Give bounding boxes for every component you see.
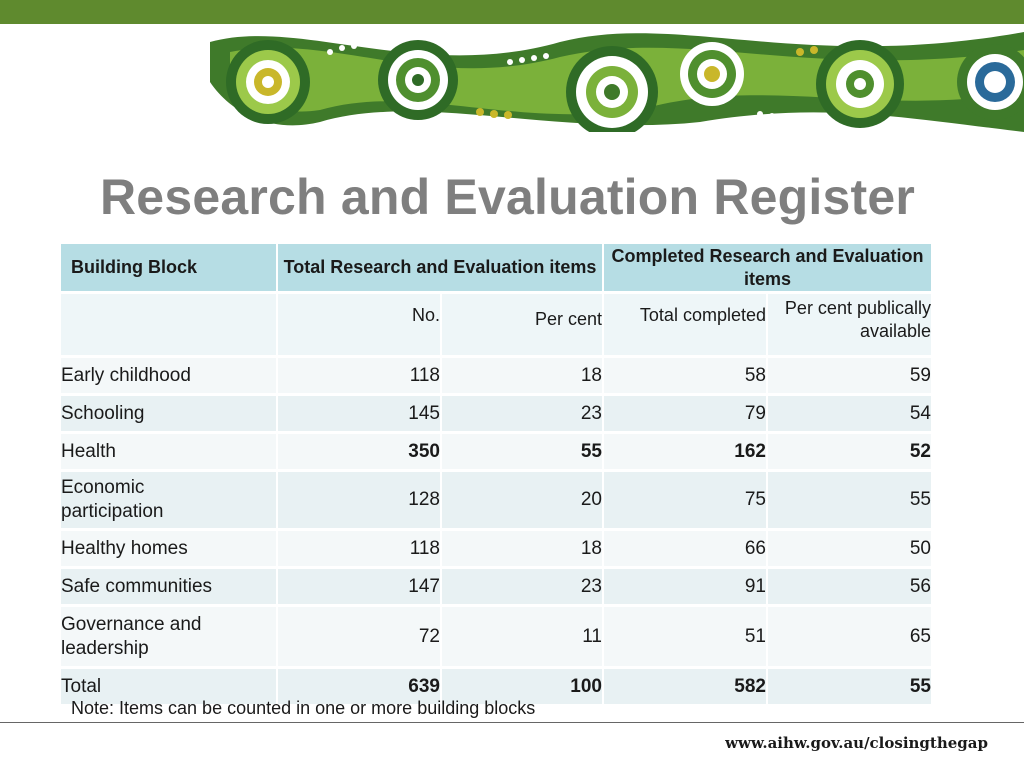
- cell-per-cent: 18: [440, 531, 602, 569]
- header-row: Building Block Total Research and Evalua…: [61, 244, 931, 294]
- cell-per-cent: 20: [440, 472, 602, 531]
- cell-per-cent: 11: [440, 607, 602, 669]
- table-row: Early childhood 118 18 58 59: [61, 358, 931, 396]
- cell-no: 118: [276, 358, 440, 396]
- subheader-per-cent: Per cent: [440, 294, 602, 358]
- cell-per-cent: 55: [440, 434, 602, 472]
- row-label: Healthy homes: [61, 531, 276, 569]
- slide-title: Research and Evaluation Register: [100, 169, 916, 225]
- cell-no: 147: [276, 569, 440, 607]
- cell-per-cent-public: 56: [766, 569, 931, 607]
- cell-total-completed: 91: [602, 569, 766, 607]
- cell-total-completed: 79: [602, 396, 766, 434]
- subheader-row: No. Per cent Total completed Per cent pu…: [61, 294, 931, 358]
- table-row-total: Total 639 100 582 55: [61, 669, 931, 707]
- table-note: Note: Items can be counted in one or mor…: [71, 698, 536, 718]
- header-total-items: Total Research and Evaluation items: [276, 244, 602, 294]
- cell-no: 145: [276, 396, 440, 434]
- register-table: Building Block Total Research and Evalua…: [61, 244, 931, 707]
- table-row: Governance and leadership 72 11 51 65: [61, 607, 931, 669]
- table-row: Economic participation 128 20 75 55: [61, 472, 931, 531]
- cell-per-cent-public: 52: [766, 434, 931, 472]
- top-green-bar: [0, 0, 1024, 24]
- cell-per-cent: 100: [440, 669, 602, 707]
- row-label: Governance and leadership: [61, 607, 276, 669]
- header-completed-items: Completed Research and Evaluation items: [602, 244, 931, 294]
- cell-per-cent-public: 65: [766, 607, 931, 669]
- subheader-blank: [61, 294, 276, 358]
- cell-total-completed: 51: [602, 607, 766, 669]
- cell-no: 128: [276, 472, 440, 531]
- row-label: Economic participation: [61, 472, 276, 531]
- table-row: Safe communities 147 23 91 56: [61, 569, 931, 607]
- row-label: Safe communities: [61, 569, 276, 607]
- cell-per-cent-public: 54: [766, 396, 931, 434]
- table-row: Health 350 55 162 52: [61, 434, 931, 472]
- row-label: Health: [61, 434, 276, 472]
- subheader-total-completed: Total completed: [602, 294, 766, 358]
- cell-no: 118: [276, 531, 440, 569]
- cell-total-completed: 75: [602, 472, 766, 531]
- footer-divider: [0, 722, 1024, 723]
- cell-no: 350: [276, 434, 440, 472]
- footer-url: www.aihw.gov.au/closingthegap: [725, 734, 988, 752]
- indigenous-art-banner: [0, 22, 1024, 132]
- cell-total-completed: 58: [602, 358, 766, 396]
- cell-total-completed: 66: [602, 531, 766, 569]
- cell-per-cent-public: 55: [766, 669, 931, 707]
- cell-per-cent-public: 55: [766, 472, 931, 531]
- cell-per-cent-public: 59: [766, 358, 931, 396]
- cell-total-completed: 582: [602, 669, 766, 707]
- table-row: Schooling 145 23 79 54: [61, 396, 931, 434]
- cell-per-cent: 18: [440, 358, 602, 396]
- header-building-block: Building Block: [61, 244, 276, 294]
- cell-per-cent-public: 50: [766, 531, 931, 569]
- row-label: Early childhood: [61, 358, 276, 396]
- cell-per-cent: 23: [440, 569, 602, 607]
- subheader-per-cent-public: Per cent publically available: [766, 294, 931, 358]
- subheader-no: No.: [276, 294, 440, 358]
- cell-total-completed: 162: [602, 434, 766, 472]
- table-row: Healthy homes 118 18 66 50: [61, 531, 931, 569]
- row-label-text: Economic participation: [61, 477, 164, 522]
- row-label: Schooling: [61, 396, 276, 434]
- row-label: Total: [61, 669, 276, 707]
- cell-no: 639: [276, 669, 440, 707]
- cell-no: 72: [276, 607, 440, 669]
- row-label-text: Governance and leadership: [61, 613, 202, 659]
- cell-per-cent: 23: [440, 396, 602, 434]
